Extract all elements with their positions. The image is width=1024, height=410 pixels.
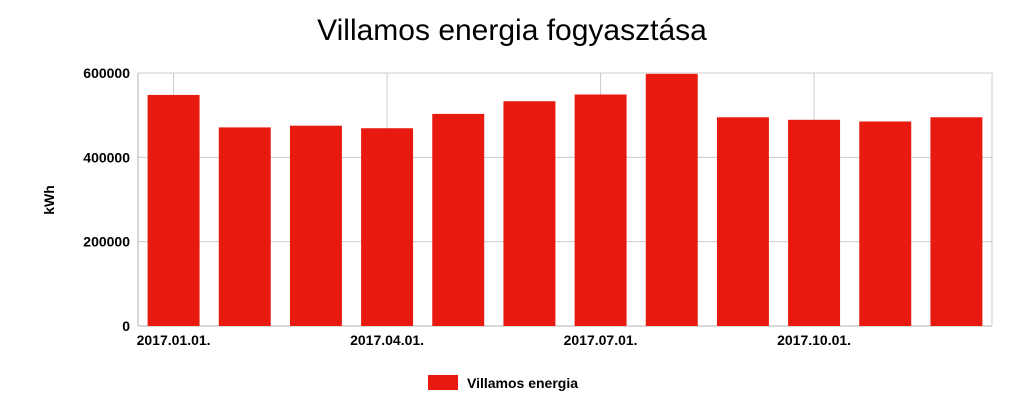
bar-2017.05.01. bbox=[432, 113, 485, 326]
x-axis-ticks: 2017.01.01. 2017.04.01. 2017.07.01. 2017.10… bbox=[137, 332, 851, 348]
bar-2017.12.01. bbox=[930, 117, 983, 327]
legend: Villamos energia bbox=[428, 375, 578, 391]
x-tick-label: 2017.07.01. bbox=[564, 332, 638, 348]
bar-2017.06.01. bbox=[503, 101, 556, 326]
bars bbox=[147, 73, 983, 327]
x-tick-label: 2017.10.01. bbox=[777, 332, 851, 348]
y-tick-label: 200000 bbox=[83, 234, 130, 250]
bar-2017.02.01. bbox=[218, 127, 271, 327]
bar-2017.04.01. bbox=[361, 128, 414, 326]
bar-2017.08.01. bbox=[645, 73, 698, 327]
legend-label: Villamos energia bbox=[467, 375, 578, 391]
bar-2017.01.01. bbox=[147, 94, 200, 326]
x-tick-label: 2017.04.01. bbox=[350, 332, 424, 348]
bar-2017.09.01. bbox=[716, 117, 769, 327]
bar-2017.10.01. bbox=[788, 119, 841, 327]
bar-2017.11.01. bbox=[859, 121, 912, 326]
legend-swatch bbox=[428, 375, 458, 390]
y-tick-label: 0 bbox=[122, 318, 130, 334]
y-tick-label: 600000 bbox=[83, 65, 130, 81]
x-tick-label: 2017.01.01. bbox=[137, 332, 211, 348]
bar-2017.07.01. bbox=[574, 94, 627, 326]
bar-2017.03.01. bbox=[289, 125, 342, 326]
y-axis-label: kWh bbox=[41, 185, 57, 215]
y-tick-label: 400000 bbox=[83, 149, 130, 165]
y-axis-ticks: 0 200000 400000 600000 bbox=[83, 65, 130, 334]
chart-title: Villamos energia fogyasztása bbox=[317, 14, 707, 47]
